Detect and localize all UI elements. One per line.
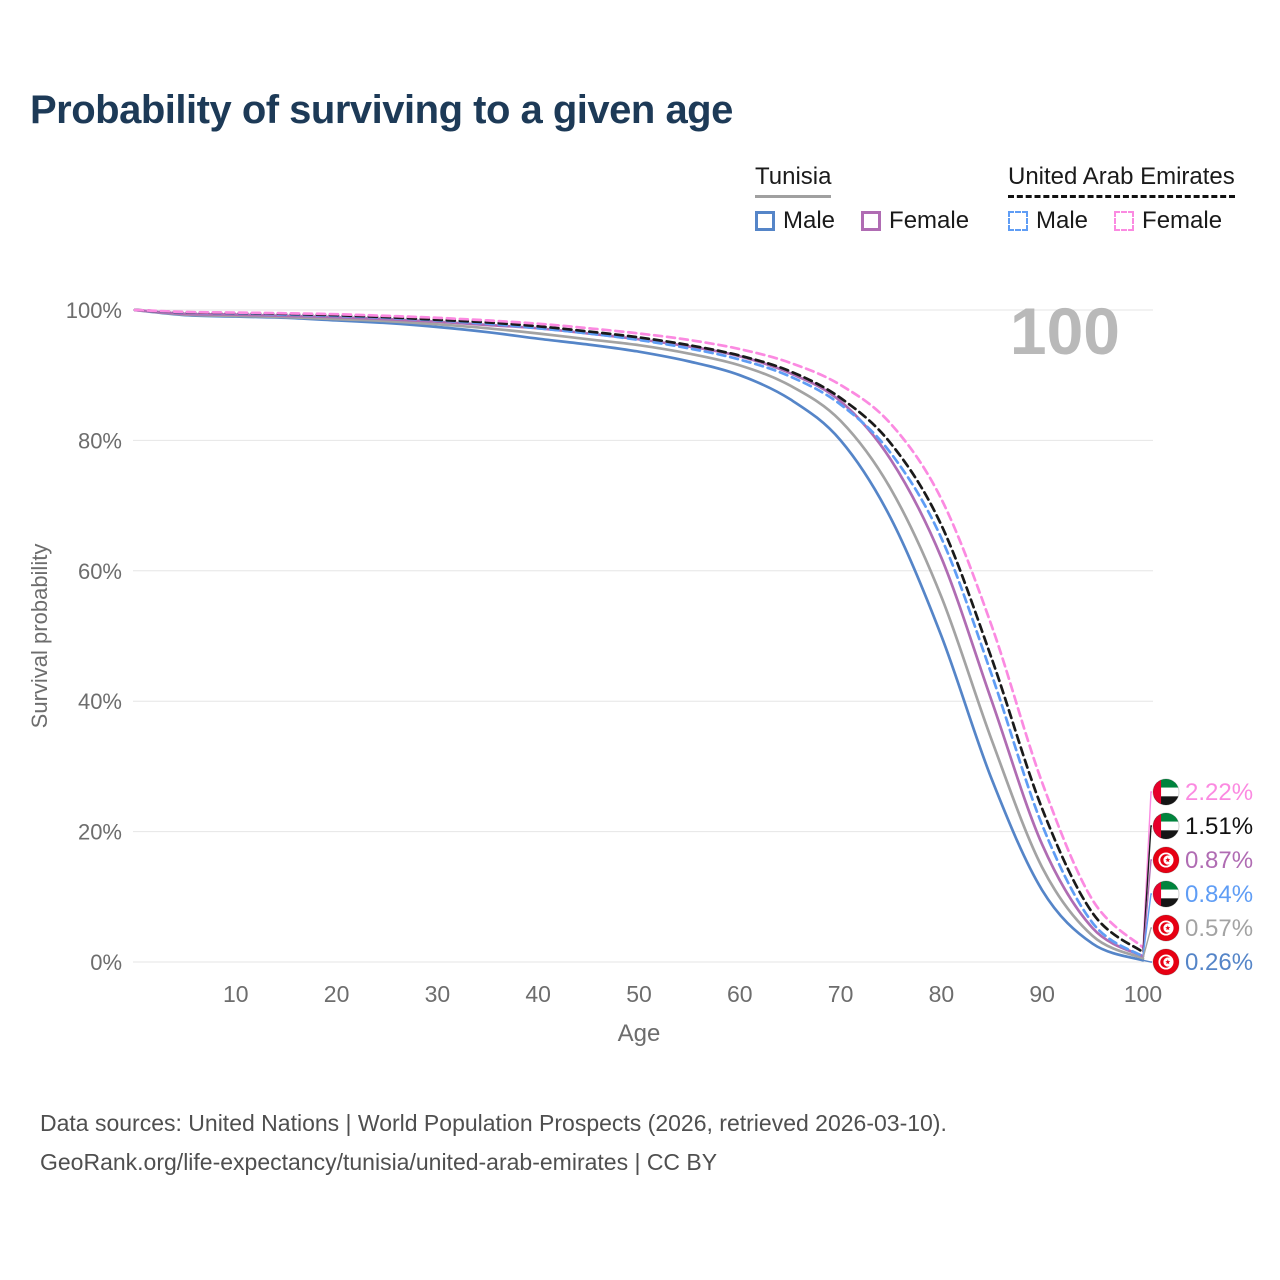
y-tick-label: 100% xyxy=(66,298,122,323)
legend-item-uae-male[interactable]: Male xyxy=(1008,207,1088,235)
y-tick-label: 80% xyxy=(78,428,122,453)
end-value-label-tunisia-male: 0.26% xyxy=(1185,949,1253,976)
end-value-label-united-arab-emirates-male: 0.84% xyxy=(1185,881,1253,908)
flag-icon-tunisia xyxy=(1152,914,1180,942)
legend-label: Female xyxy=(889,207,970,234)
end-label-connector xyxy=(1142,825,1152,953)
end-label-connector xyxy=(1142,959,1152,963)
legend-label: Male xyxy=(783,207,836,234)
end-value-label-tunisia-female: 0.87% xyxy=(1185,847,1253,874)
flag-icon-tunisia xyxy=(1152,846,1180,874)
legend-group-tunisia: Tunisia Male Female xyxy=(755,163,969,235)
y-tick-label: 0% xyxy=(90,950,122,975)
page-title: Probability of surviving to a given age xyxy=(30,88,733,132)
x-tick-label: 10 xyxy=(223,981,249,1007)
legend-label: Female xyxy=(1142,207,1223,234)
flag-icon-uae xyxy=(1152,880,1180,908)
uae-male-swatch xyxy=(1008,211,1028,231)
legend-item-tunisia-male[interactable]: Male xyxy=(755,207,835,235)
end-label-connector xyxy=(1142,927,1152,959)
x-tick-label: 70 xyxy=(828,981,854,1007)
end-value-label-tunisia-both-sexes: 0.57% xyxy=(1185,915,1253,942)
series-line-tunisia-both-sexes xyxy=(133,308,1145,960)
end-value-label-united-arab-emirates-both-sexes: 1.51% xyxy=(1185,813,1253,840)
uae-female-swatch xyxy=(1114,211,1135,231)
x-axis-title: Age xyxy=(618,1020,661,1047)
tunisia-male-swatch xyxy=(755,211,775,231)
legend-group-uae: United Arab Emirates Male Female xyxy=(1008,163,1235,235)
end-label-connector xyxy=(1142,893,1152,957)
data-sources-text: Data sources: United Nations | World Pop… xyxy=(40,1110,947,1136)
flag-icon-uae xyxy=(1152,778,1180,806)
legend: Tunisia Male Female United Arab Emirates… xyxy=(0,163,1280,253)
legend-label: Male xyxy=(1036,207,1089,234)
attribution-text: GeoRank.org/life-expectancy/tunisia/unit… xyxy=(40,1149,718,1175)
legend-group-title-uae[interactable]: United Arab Emirates xyxy=(1008,163,1235,198)
end-value-label-united-arab-emirates-female: 2.22% xyxy=(1185,779,1253,806)
flag-icon-uae xyxy=(1152,812,1180,840)
x-tick-label: 80 xyxy=(929,981,955,1007)
series-line-united-arab-emirates-female xyxy=(133,308,1145,949)
x-tick-label: 100 xyxy=(1124,981,1162,1007)
y-tick-label: 60% xyxy=(78,559,122,584)
y-tick-label: 40% xyxy=(78,689,122,714)
flag-icon-tunisia xyxy=(1152,948,1180,976)
end-label-connector xyxy=(1142,859,1152,957)
legend-group-title-tunisia[interactable]: Tunisia xyxy=(755,163,832,198)
x-tick-label: 40 xyxy=(525,981,551,1007)
x-tick-label: 50 xyxy=(626,981,652,1007)
x-tick-label: 20 xyxy=(324,981,350,1007)
x-tick-label: 30 xyxy=(425,981,451,1007)
end-label-connector xyxy=(1142,791,1152,948)
x-tick-label: 60 xyxy=(727,981,753,1007)
plot-area[interactable] xyxy=(135,310,1143,962)
tunisia-female-swatch xyxy=(861,211,882,231)
legend-item-tunisia-female[interactable]: Female xyxy=(861,207,969,235)
y-axis-title: Survival probability xyxy=(27,544,52,729)
y-tick-label: 20% xyxy=(78,820,122,845)
legend-item-uae-female[interactable]: Female xyxy=(1114,207,1222,235)
hover-age-watermark: 100 xyxy=(1010,294,1120,368)
x-tick-label: 90 xyxy=(1029,981,1055,1007)
